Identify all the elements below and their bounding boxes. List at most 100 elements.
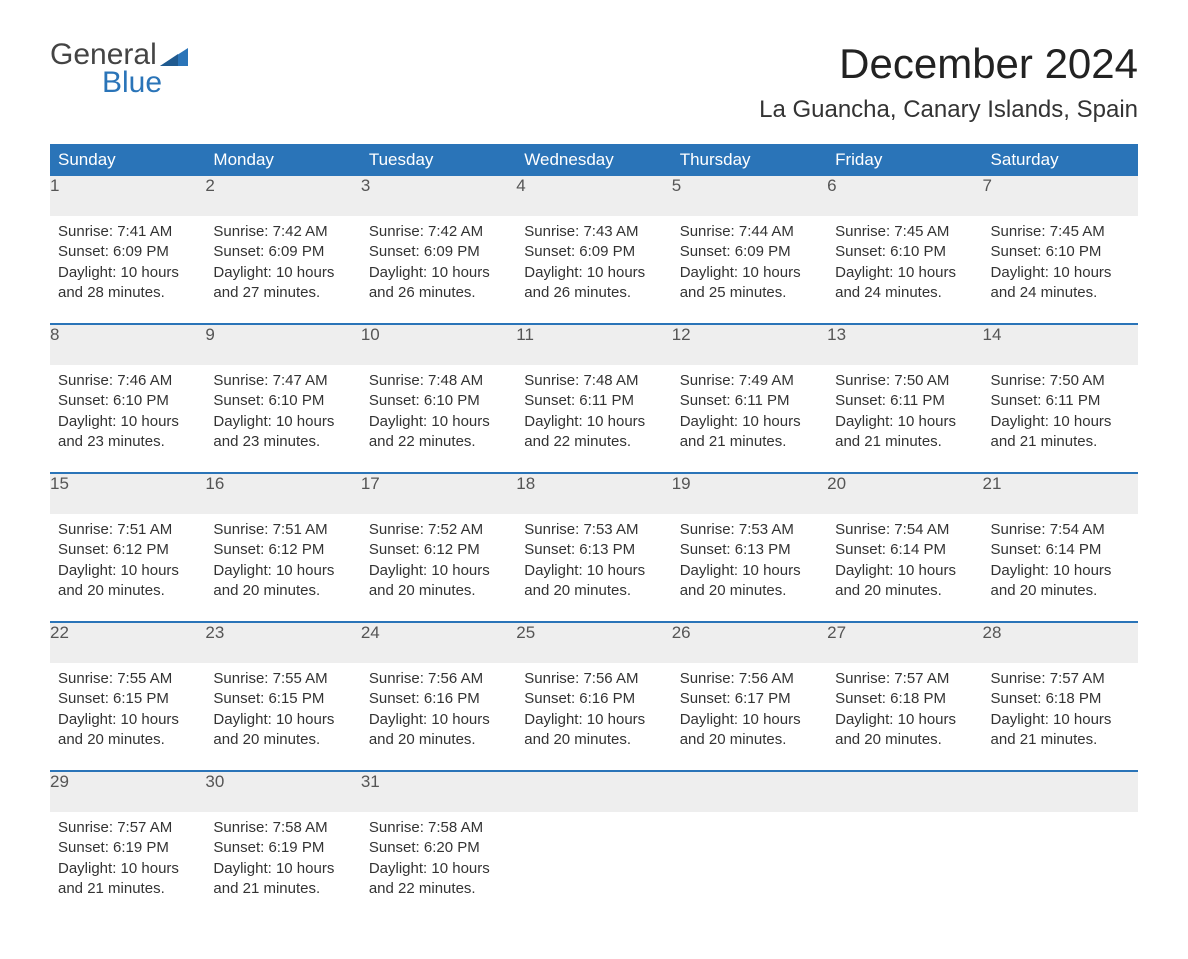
sunset-line: Sunset: 6:11 PM <box>835 391 974 411</box>
day-number-cell: 6 <box>827 176 982 216</box>
d1-line: Daylight: 10 hours <box>213 859 352 879</box>
sunrise-line: Sunrise: 7:46 AM <box>58 371 197 391</box>
day-number-cell: 29 <box>50 771 205 812</box>
day-number-cell <box>827 771 982 812</box>
d1-line: Daylight: 10 hours <box>991 561 1130 581</box>
day-number: 3 <box>361 176 370 195</box>
d2-line: and 22 minutes. <box>369 432 508 452</box>
sunrise-line: Sunrise: 7:41 AM <box>58 222 197 242</box>
day-number: 8 <box>50 325 59 344</box>
day-number: 10 <box>361 325 380 344</box>
d2-line: and 20 minutes. <box>835 730 974 750</box>
d1-line: Daylight: 10 hours <box>213 412 352 432</box>
d2-line: and 20 minutes. <box>213 730 352 750</box>
page-header: General Blue December 2024 La Guancha, C… <box>50 40 1138 124</box>
sunset-line: Sunset: 6:09 PM <box>213 242 352 262</box>
day-number-cell: 1 <box>50 176 205 216</box>
d1-line: Daylight: 10 hours <box>58 412 197 432</box>
day-data-cell: Sunrise: 7:56 AMSunset: 6:17 PMDaylight:… <box>672 663 827 771</box>
day-number: 21 <box>983 474 1002 493</box>
day-number-cell: 3 <box>361 176 516 216</box>
day-number-cell: 30 <box>205 771 360 812</box>
day-number-cell: 24 <box>361 622 516 663</box>
day-number-cell: 26 <box>672 622 827 663</box>
day-number: 20 <box>827 474 846 493</box>
day-number-cell: 16 <box>205 473 360 514</box>
day-data-cell: Sunrise: 7:57 AMSunset: 6:19 PMDaylight:… <box>50 812 205 919</box>
sunrise-line: Sunrise: 7:58 AM <box>369 818 508 838</box>
daydata-row: Sunrise: 7:46 AMSunset: 6:10 PMDaylight:… <box>50 365 1138 473</box>
day-data-cell <box>983 812 1138 919</box>
day-number-cell: 31 <box>361 771 516 812</box>
day-info: Sunrise: 7:58 AMSunset: 6:19 PMDaylight:… <box>205 812 360 899</box>
col-wednesday: Wednesday <box>516 144 671 176</box>
sunset-line: Sunset: 6:09 PM <box>524 242 663 262</box>
day-number: 29 <box>50 772 69 791</box>
day-number-cell <box>516 771 671 812</box>
d2-line: and 21 minutes. <box>58 879 197 899</box>
logo-word-2: Blue <box>50 68 188 98</box>
d1-line: Daylight: 10 hours <box>680 263 819 283</box>
d1-line: Daylight: 10 hours <box>524 561 663 581</box>
day-data-cell: Sunrise: 7:49 AMSunset: 6:11 PMDaylight:… <box>672 365 827 473</box>
d2-line: and 23 minutes. <box>58 432 197 452</box>
d2-line: and 20 minutes. <box>58 730 197 750</box>
sunset-line: Sunset: 6:14 PM <box>835 540 974 560</box>
day-data-cell: Sunrise: 7:42 AMSunset: 6:09 PMDaylight:… <box>361 216 516 324</box>
d1-line: Daylight: 10 hours <box>680 561 819 581</box>
sunset-line: Sunset: 6:11 PM <box>524 391 663 411</box>
d1-line: Daylight: 10 hours <box>58 263 197 283</box>
sunrise-line: Sunrise: 7:56 AM <box>524 669 663 689</box>
day-data-cell: Sunrise: 7:54 AMSunset: 6:14 PMDaylight:… <box>827 514 982 622</box>
col-tuesday: Tuesday <box>361 144 516 176</box>
sunrise-line: Sunrise: 7:57 AM <box>991 669 1130 689</box>
sunrise-line: Sunrise: 7:47 AM <box>213 371 352 391</box>
day-number: 27 <box>827 623 846 642</box>
day-info: Sunrise: 7:57 AMSunset: 6:18 PMDaylight:… <box>983 663 1138 750</box>
d2-line: and 26 minutes. <box>369 283 508 303</box>
sunrise-line: Sunrise: 7:56 AM <box>369 669 508 689</box>
day-data-cell: Sunrise: 7:58 AMSunset: 6:19 PMDaylight:… <box>205 812 360 919</box>
sunset-line: Sunset: 6:18 PM <box>835 689 974 709</box>
d1-line: Daylight: 10 hours <box>58 561 197 581</box>
daydata-row: Sunrise: 7:51 AMSunset: 6:12 PMDaylight:… <box>50 514 1138 622</box>
sunset-line: Sunset: 6:12 PM <box>58 540 197 560</box>
sunset-line: Sunset: 6:11 PM <box>991 391 1130 411</box>
day-number: 24 <box>361 623 380 642</box>
day-data-cell: Sunrise: 7:57 AMSunset: 6:18 PMDaylight:… <box>983 663 1138 771</box>
day-data-cell: Sunrise: 7:44 AMSunset: 6:09 PMDaylight:… <box>672 216 827 324</box>
d1-line: Daylight: 10 hours <box>524 263 663 283</box>
sunrise-line: Sunrise: 7:55 AM <box>58 669 197 689</box>
sunrise-line: Sunrise: 7:49 AM <box>680 371 819 391</box>
d2-line: and 20 minutes. <box>369 581 508 601</box>
day-data-cell <box>827 812 982 919</box>
day-number-cell: 22 <box>50 622 205 663</box>
day-info: Sunrise: 7:53 AMSunset: 6:13 PMDaylight:… <box>672 514 827 601</box>
day-info: Sunrise: 7:49 AMSunset: 6:11 PMDaylight:… <box>672 365 827 452</box>
day-info: Sunrise: 7:44 AMSunset: 6:09 PMDaylight:… <box>672 216 827 303</box>
d1-line: Daylight: 10 hours <box>680 710 819 730</box>
day-info: Sunrise: 7:51 AMSunset: 6:12 PMDaylight:… <box>205 514 360 601</box>
day-info: Sunrise: 7:56 AMSunset: 6:16 PMDaylight:… <box>516 663 671 750</box>
calendar-table: Sunday Monday Tuesday Wednesday Thursday… <box>50 144 1138 919</box>
day-number-cell: 23 <box>205 622 360 663</box>
d2-line: and 28 minutes. <box>58 283 197 303</box>
day-info: Sunrise: 7:51 AMSunset: 6:12 PMDaylight:… <box>50 514 205 601</box>
day-data-cell: Sunrise: 7:50 AMSunset: 6:11 PMDaylight:… <box>983 365 1138 473</box>
day-info: Sunrise: 7:58 AMSunset: 6:20 PMDaylight:… <box>361 812 516 899</box>
month-title: December 2024 <box>759 40 1138 88</box>
day-info: Sunrise: 7:56 AMSunset: 6:17 PMDaylight:… <box>672 663 827 750</box>
day-number-cell: 14 <box>983 324 1138 365</box>
sunrise-line: Sunrise: 7:54 AM <box>835 520 974 540</box>
day-number: 14 <box>983 325 1002 344</box>
day-number: 4 <box>516 176 525 195</box>
d1-line: Daylight: 10 hours <box>835 412 974 432</box>
day-info: Sunrise: 7:45 AMSunset: 6:10 PMDaylight:… <box>827 216 982 303</box>
day-data-cell: Sunrise: 7:51 AMSunset: 6:12 PMDaylight:… <box>50 514 205 622</box>
d2-line: and 20 minutes. <box>680 730 819 750</box>
sunset-line: Sunset: 6:09 PM <box>369 242 508 262</box>
day-data-cell: Sunrise: 7:53 AMSunset: 6:13 PMDaylight:… <box>672 514 827 622</box>
d2-line: and 20 minutes. <box>524 581 663 601</box>
col-saturday: Saturday <box>983 144 1138 176</box>
d2-line: and 22 minutes. <box>524 432 663 452</box>
